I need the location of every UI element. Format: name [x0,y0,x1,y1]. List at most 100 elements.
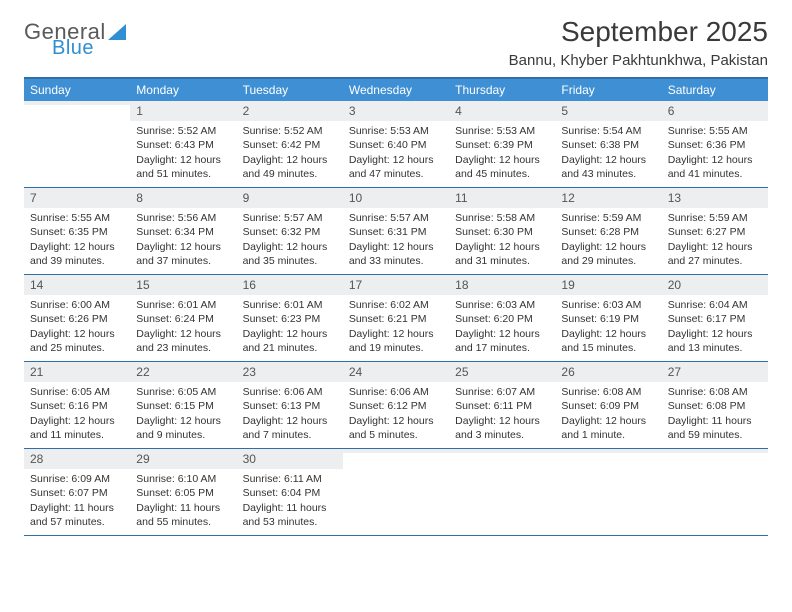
day-body: Sunrise: 6:06 AMSunset: 6:12 PMDaylight:… [343,382,449,448]
daylight-text: Daylight: 11 hours and 59 minutes. [668,414,762,442]
day-body: Sunrise: 5:58 AMSunset: 6:30 PMDaylight:… [449,208,555,274]
sunset-text: Sunset: 6:32 PM [243,225,337,239]
sunset-text: Sunset: 6:42 PM [243,138,337,152]
day-cell: 7Sunrise: 5:55 AMSunset: 6:35 PMDaylight… [24,188,130,274]
sunrise-text: Sunrise: 5:57 AM [243,211,337,225]
dow-friday: Friday [555,79,661,101]
sunset-text: Sunset: 6:20 PM [455,312,549,326]
day-number: 17 [343,275,449,295]
sunset-text: Sunset: 6:15 PM [136,399,230,413]
sunrise-text: Sunrise: 5:59 AM [561,211,655,225]
day-number: 27 [662,362,768,382]
sunset-text: Sunset: 6:09 PM [561,399,655,413]
day-number: 1 [130,101,236,121]
day-cell: 14Sunrise: 6:00 AMSunset: 6:26 PMDayligh… [24,275,130,361]
sunrise-text: Sunrise: 6:04 AM [668,298,762,312]
daylight-text: Daylight: 12 hours and 25 minutes. [30,327,124,355]
day-cell: 17Sunrise: 6:02 AMSunset: 6:21 PMDayligh… [343,275,449,361]
day-body: Sunrise: 5:59 AMSunset: 6:27 PMDaylight:… [662,208,768,274]
day-body: Sunrise: 6:08 AMSunset: 6:08 PMDaylight:… [662,382,768,448]
sunrise-text: Sunrise: 5:58 AM [455,211,549,225]
sunset-text: Sunset: 6:08 PM [668,399,762,413]
week-row: 1Sunrise: 5:52 AMSunset: 6:43 PMDaylight… [24,101,768,188]
day-body: Sunrise: 5:53 AMSunset: 6:39 PMDaylight:… [449,121,555,187]
sunset-text: Sunset: 6:23 PM [243,312,337,326]
daylight-text: Daylight: 12 hours and 27 minutes. [668,240,762,268]
day-body: Sunrise: 6:05 AMSunset: 6:16 PMDaylight:… [24,382,130,448]
day-cell: 24Sunrise: 6:06 AMSunset: 6:12 PMDayligh… [343,362,449,448]
sunset-text: Sunset: 6:28 PM [561,225,655,239]
sunrise-text: Sunrise: 6:10 AM [136,472,230,486]
day-cell: 30Sunrise: 6:11 AMSunset: 6:04 PMDayligh… [237,449,343,535]
daylight-text: Daylight: 12 hours and 39 minutes. [30,240,124,268]
daylight-text: Daylight: 12 hours and 29 minutes. [561,240,655,268]
month-title: September 2025 [509,16,768,48]
daylight-text: Daylight: 12 hours and 41 minutes. [668,153,762,181]
sunrise-text: Sunrise: 6:06 AM [243,385,337,399]
daylight-text: Daylight: 12 hours and 21 minutes. [243,327,337,355]
sunset-text: Sunset: 6:43 PM [136,138,230,152]
sunrise-text: Sunrise: 6:06 AM [349,385,443,399]
day-body: Sunrise: 6:00 AMSunset: 6:26 PMDaylight:… [24,295,130,361]
day-number: 15 [130,275,236,295]
day-number: 7 [24,188,130,208]
day-number: 30 [237,449,343,469]
calendar: Sunday Monday Tuesday Wednesday Thursday… [24,77,768,536]
sunrise-text: Sunrise: 6:05 AM [30,385,124,399]
day-number: 29 [130,449,236,469]
day-body: Sunrise: 6:11 AMSunset: 6:04 PMDaylight:… [237,469,343,535]
day-number: 12 [555,188,661,208]
daylight-text: Daylight: 12 hours and 45 minutes. [455,153,549,181]
sunset-text: Sunset: 6:05 PM [136,486,230,500]
sunset-text: Sunset: 6:39 PM [455,138,549,152]
sunrise-text: Sunrise: 5:55 AM [30,211,124,225]
day-body: Sunrise: 5:52 AMSunset: 6:43 PMDaylight:… [130,121,236,187]
sunrise-text: Sunrise: 5:55 AM [668,124,762,138]
day-cell: 8Sunrise: 5:56 AMSunset: 6:34 PMDaylight… [130,188,236,274]
day-cell [24,101,130,187]
daylight-text: Daylight: 12 hours and 19 minutes. [349,327,443,355]
day-body: Sunrise: 5:57 AMSunset: 6:32 PMDaylight:… [237,208,343,274]
week-row: 28Sunrise: 6:09 AMSunset: 6:07 PMDayligh… [24,449,768,536]
day-number: 26 [555,362,661,382]
day-number: 19 [555,275,661,295]
day-body: Sunrise: 6:07 AMSunset: 6:11 PMDaylight:… [449,382,555,448]
day-number: 24 [343,362,449,382]
daylight-text: Daylight: 12 hours and 9 minutes. [136,414,230,442]
day-body [662,453,768,513]
daylight-text: Daylight: 11 hours and 57 minutes. [30,501,124,529]
day-number: 22 [130,362,236,382]
sunrise-text: Sunrise: 5:53 AM [455,124,549,138]
daylight-text: Daylight: 12 hours and 37 minutes. [136,240,230,268]
daylight-text: Daylight: 12 hours and 15 minutes. [561,327,655,355]
day-body [343,453,449,513]
sunrise-text: Sunrise: 6:03 AM [455,298,549,312]
sunset-text: Sunset: 6:16 PM [30,399,124,413]
sunrise-text: Sunrise: 5:54 AM [561,124,655,138]
day-cell [662,449,768,535]
daylight-text: Daylight: 11 hours and 53 minutes. [243,501,337,529]
sunset-text: Sunset: 6:30 PM [455,225,549,239]
day-cell: 6Sunrise: 5:55 AMSunset: 6:36 PMDaylight… [662,101,768,187]
day-body: Sunrise: 6:04 AMSunset: 6:17 PMDaylight:… [662,295,768,361]
sunrise-text: Sunrise: 5:56 AM [136,211,230,225]
day-cell: 3Sunrise: 5:53 AMSunset: 6:40 PMDaylight… [343,101,449,187]
day-cell: 19Sunrise: 6:03 AMSunset: 6:19 PMDayligh… [555,275,661,361]
daylight-text: Daylight: 12 hours and 49 minutes. [243,153,337,181]
day-cell: 28Sunrise: 6:09 AMSunset: 6:07 PMDayligh… [24,449,130,535]
sail-icon [108,24,126,40]
day-number: 21 [24,362,130,382]
sunrise-text: Sunrise: 5:52 AM [243,124,337,138]
daylight-text: Daylight: 12 hours and 13 minutes. [668,327,762,355]
day-cell: 10Sunrise: 5:57 AMSunset: 6:31 PMDayligh… [343,188,449,274]
sunrise-text: Sunrise: 5:53 AM [349,124,443,138]
day-cell: 1Sunrise: 5:52 AMSunset: 6:43 PMDaylight… [130,101,236,187]
day-cell: 11Sunrise: 5:58 AMSunset: 6:30 PMDayligh… [449,188,555,274]
sunset-text: Sunset: 6:07 PM [30,486,124,500]
sunrise-text: Sunrise: 6:03 AM [561,298,655,312]
daylight-text: Daylight: 12 hours and 7 minutes. [243,414,337,442]
day-body: Sunrise: 6:08 AMSunset: 6:09 PMDaylight:… [555,382,661,448]
sunset-text: Sunset: 6:04 PM [243,486,337,500]
day-body: Sunrise: 6:10 AMSunset: 6:05 PMDaylight:… [130,469,236,535]
page: General Blue September 2025 Bannu, Khybe… [0,0,792,552]
